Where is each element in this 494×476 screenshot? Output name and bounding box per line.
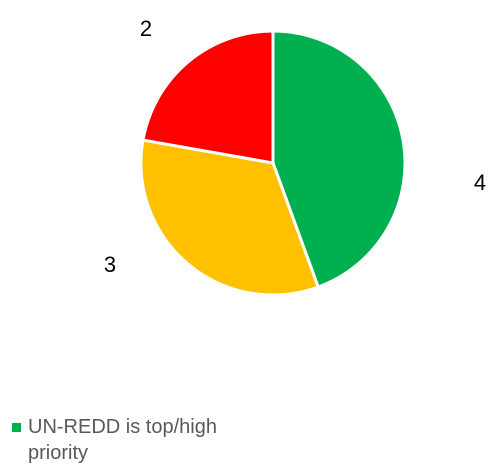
pie-slice-1 bbox=[271, 29, 407, 289]
legend-label: UN-REDD is top/high priority bbox=[28, 416, 217, 464]
pie-data-labels: 4 3 2 bbox=[104, 16, 486, 277]
pie-slice-3 bbox=[141, 29, 275, 165]
data-label-2: 3 bbox=[104, 252, 116, 277]
data-label-3: 2 bbox=[140, 16, 152, 41]
pie-slices bbox=[139, 29, 407, 297]
pie-slice-2 bbox=[139, 138, 320, 297]
data-label-1: 4 bbox=[474, 170, 486, 195]
legend-swatch-green bbox=[12, 423, 21, 432]
